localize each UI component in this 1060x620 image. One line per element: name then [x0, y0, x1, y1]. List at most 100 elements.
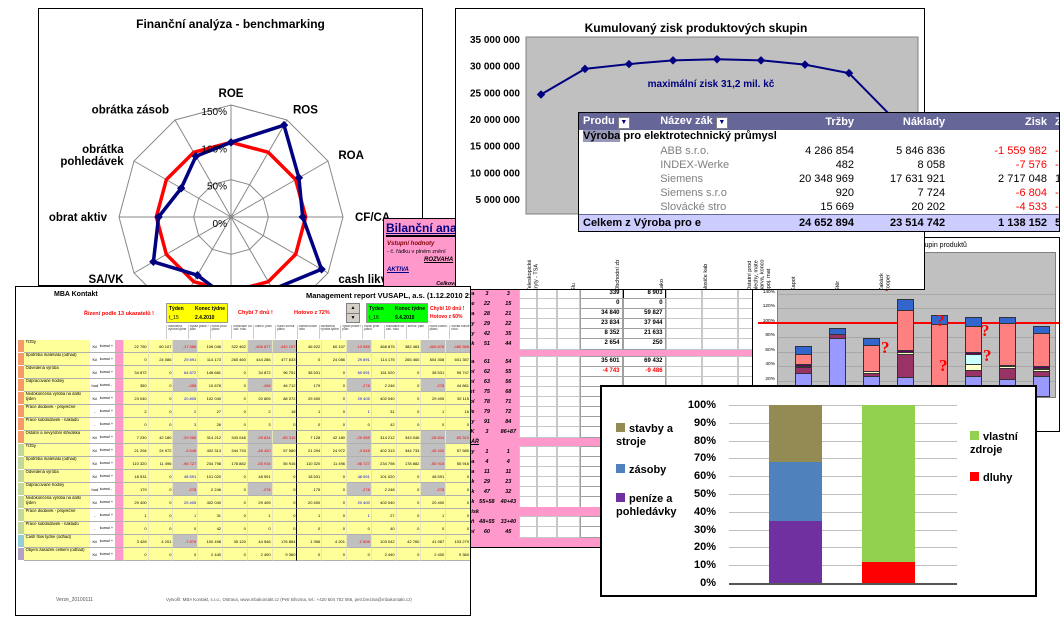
value-cell[interactable]: 0: [222, 392, 247, 405]
value-cell[interactable]: -98 727: [346, 457, 371, 470]
value-cell[interactable]: 34 872: [122, 366, 148, 379]
value-cell[interactable]: 0: [395, 418, 421, 431]
value-cell[interactable]: 179: [122, 483, 148, 496]
plan-cell[interactable]: [115, 340, 123, 353]
value-cell[interactable]: 31: [197, 509, 223, 522]
value-cell[interactable]: 234 798: [197, 457, 223, 470]
value-cell[interactable]: 29 400: [296, 392, 322, 405]
empty-cell[interactable]: [537, 426, 557, 438]
value-cell[interactable]: 0: [445, 496, 470, 509]
value-cell[interactable]: 48 591: [172, 470, 198, 483]
value-cell[interactable]: 176 864: [271, 535, 297, 548]
value-cell[interactable]: 3: [246, 418, 272, 431]
value-cell[interactable]: 110 320: [122, 457, 148, 470]
value-cell[interactable]: 0: [395, 392, 421, 405]
value-cell[interactable]: -98 727: [172, 457, 198, 470]
value-cell[interactable]: 175: [296, 483, 322, 496]
value-cell[interactable]: 0: [222, 379, 247, 392]
value-cell[interactable]: 0: [172, 548, 198, 561]
value-cell[interactable]: 0: [147, 366, 173, 379]
value-cell[interactable]: 0: [445, 483, 470, 496]
value-cell[interactable]: 44 546: [246, 535, 272, 548]
value-cell[interactable]: 34 872: [246, 366, 272, 379]
value-cell[interactable]: 1: [122, 509, 148, 522]
value-cell[interactable]: 2 654: [579, 338, 623, 350]
empty-cell[interactable]: [556, 338, 580, 350]
value-cell[interactable]: 343 046: [395, 431, 421, 444]
spinner-up-button[interactable]: ▲: [347, 304, 359, 314]
plan-cell[interactable]: [115, 418, 123, 431]
value-cell[interactable]: -3 648: [346, 444, 371, 457]
value-cell[interactable]: 0: [395, 548, 421, 561]
plan-cell[interactable]: [115, 405, 123, 418]
value-cell[interactable]: 100 498: [197, 535, 223, 548]
value-cell[interactable]: 0: [395, 483, 421, 496]
value-cell[interactable]: 2 246: [197, 483, 223, 496]
value-cell[interactable]: 2 246: [370, 379, 396, 392]
value-cell[interactable]: 314 212: [370, 431, 396, 444]
value-cell[interactable]: 11 496: [321, 457, 347, 470]
value-cell[interactable]: 42 180: [147, 431, 173, 444]
value-cell[interactable]: 10 678: [197, 379, 223, 392]
value-cell[interactable]: 0: [321, 366, 347, 379]
value-cell[interactable]: -278: [346, 379, 371, 392]
value-cell[interactable]: 0: [445, 470, 470, 483]
value-cell[interactable]: 0: [395, 496, 421, 509]
value-cell[interactable]: 0: [445, 509, 470, 522]
value-cell[interactable]: 0: [321, 418, 347, 431]
value-cell[interactable]: 0: [147, 496, 173, 509]
value-cell[interactable]: 151 020: [370, 366, 396, 379]
value-cell[interactable]: 0: [222, 509, 247, 522]
empty-cell[interactable]: [701, 338, 739, 350]
value-cell[interactable]: -278: [420, 483, 446, 496]
value-cell[interactable]: 114 173: [197, 353, 223, 366]
plan-cell[interactable]: [115, 470, 123, 483]
value-cell[interactable]: 0: [445, 418, 470, 431]
value-cell[interactable]: 0: [222, 470, 247, 483]
value-cell[interactable]: 31: [370, 405, 396, 418]
value-cell[interactable]: 20 400: [296, 496, 322, 509]
value-cell[interactable]: 21 294: [296, 444, 322, 457]
value-cell[interactable]: 24 086: [147, 353, 173, 366]
value-cell[interactable]: 0: [271, 483, 297, 496]
value-cell[interactable]: 48 591: [346, 470, 371, 483]
value-cell[interactable]: 4 201: [321, 535, 347, 548]
value-cell[interactable]: 0: [420, 418, 446, 431]
value-cell[interactable]: 20 400: [346, 496, 371, 509]
value-cell[interactable]: 604 308: [420, 353, 446, 366]
value-cell[interactable]: 48 591: [420, 470, 446, 483]
value-cell[interactable]: 29 891: [172, 353, 198, 366]
value-cell[interactable]: 0: [346, 548, 371, 561]
value-cell[interactable]: 0: [420, 522, 446, 535]
value-cell[interactable]: 0: [346, 522, 371, 535]
value-cell[interactable]: -55 916: [420, 457, 446, 470]
value-cell[interactable]: 250: [622, 338, 666, 350]
value-cell[interactable]: 27: [197, 405, 223, 418]
value-cell[interactable]: 46 522: [296, 340, 322, 353]
value-cell[interactable]: 9 360: [445, 548, 470, 561]
value-cell[interactable]: 2 400: [246, 548, 272, 561]
value-cell[interactable]: 0: [222, 405, 247, 418]
empty-cell[interactable]: [519, 338, 538, 350]
value-cell[interactable]: 29 405: [346, 392, 371, 405]
plan-cell[interactable]: [115, 444, 123, 457]
value-cell[interactable]: 102 040: [197, 392, 223, 405]
value-cell[interactable]: 0: [122, 522, 148, 535]
plan-cell[interactable]: [115, 431, 123, 444]
value-cell[interactable]: 3: [172, 418, 198, 431]
value-cell[interactable]: 48 591: [246, 470, 272, 483]
value-cell[interactable]: 2: [122, 405, 148, 418]
value-cell[interactable]: 1: [296, 509, 322, 522]
value-cell[interactable]: -7 876: [172, 535, 198, 548]
value-cell[interactable]: 1: [296, 405, 322, 418]
value-cell[interactable]: 29 400: [122, 496, 148, 509]
value-cell[interactable]: 0: [222, 522, 247, 535]
value-cell[interactable]: 29 891: [346, 353, 371, 366]
value-cell[interactable]: 2: [246, 405, 272, 418]
value-cell[interactable]: 0: [271, 418, 297, 431]
value-cell[interactable]: 64 872: [172, 366, 198, 379]
value-cell[interactable]: 468 875: [370, 340, 396, 353]
value-cell[interactable]: -29 985: [346, 431, 371, 444]
value-cell[interactable]: 179: [296, 379, 322, 392]
value-cell[interactable]: 110 320: [296, 457, 322, 470]
